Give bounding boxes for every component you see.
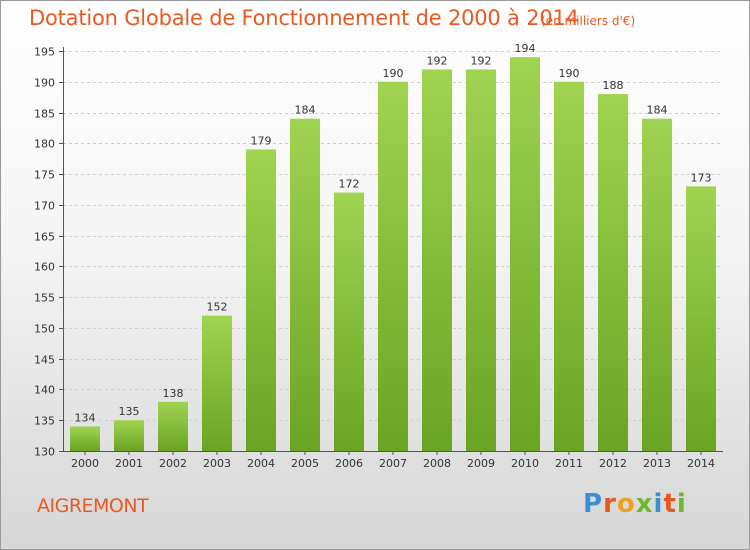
- commune-name: AIGREMONT: [37, 495, 149, 517]
- bar: [554, 81, 584, 452]
- y-tick-label: 130: [34, 446, 55, 459]
- logo-letter: i: [676, 489, 687, 519]
- data-label: 188: [603, 79, 624, 92]
- bar: [70, 426, 100, 451]
- logo-letter: x: [635, 489, 654, 519]
- axes: [59, 47, 723, 455]
- labels: 130 135 140 145 150 155 160 165 170 175 180 185 190 1…: [34, 42, 715, 470]
- x-tick-label: 2002: [159, 457, 187, 470]
- data-label: 184: [647, 104, 668, 117]
- x-tick-label: 2011: [555, 457, 583, 470]
- y-tick-label: 135: [34, 415, 55, 428]
- logo-letter: t: [663, 489, 677, 519]
- bar: [466, 69, 496, 451]
- bar: [246, 149, 276, 451]
- bar: [114, 420, 144, 451]
- logo-letter: P: [583, 489, 604, 519]
- chart-title: Dotation Globale de Fonctionnement de 20…: [29, 6, 579, 30]
- data-label: 173: [691, 171, 712, 184]
- y-tick-label: 160: [34, 261, 55, 274]
- x-tick-label: 2008: [423, 457, 451, 470]
- x-tick-label: 2009: [467, 457, 495, 470]
- x-tick-label: 2000: [71, 457, 99, 470]
- bar: [598, 94, 628, 452]
- data-label: 152: [207, 301, 228, 314]
- bar: [510, 57, 540, 452]
- y-tick-label: 180: [34, 138, 55, 151]
- bar: [378, 81, 408, 452]
- bar: [290, 118, 320, 451]
- x-tick-label: 2014: [687, 457, 715, 470]
- data-label: 184: [295, 104, 316, 117]
- y-tick-label: 140: [34, 384, 55, 397]
- data-label: 194: [515, 42, 536, 55]
- data-label: 190: [559, 67, 580, 80]
- y-tick-label: 150: [34, 323, 55, 336]
- y-tick-label: 175: [34, 169, 55, 182]
- data-label: 179: [251, 134, 272, 147]
- x-tick-label: 2001: [115, 457, 143, 470]
- y-tick-label: 195: [34, 46, 55, 59]
- y-tick-label: 170: [34, 200, 55, 213]
- bar: [642, 118, 672, 451]
- x-tick-label: 2004: [247, 457, 275, 470]
- proxiti-logo[interactable]: Proxiti: [583, 489, 687, 519]
- bar: [686, 186, 716, 451]
- data-label: 135: [119, 405, 140, 418]
- data-label: 190: [383, 67, 404, 80]
- data-label: 192: [471, 54, 492, 67]
- x-tick-label: 2007: [379, 457, 407, 470]
- x-tick-label: 2006: [335, 457, 363, 470]
- y-tick-label: 190: [34, 77, 55, 90]
- logo-letter: r: [603, 489, 617, 519]
- bar: [202, 315, 232, 451]
- x-tick-label: 2012: [599, 457, 627, 470]
- bar: [158, 401, 188, 451]
- data-label: 138: [163, 387, 184, 400]
- x-tick-label: 2010: [511, 457, 539, 470]
- bars: [70, 57, 716, 452]
- data-label: 192: [427, 54, 448, 67]
- bar: [334, 192, 364, 452]
- x-tick-label: 2013: [643, 457, 671, 470]
- bar: [422, 69, 452, 451]
- chart-unit: (en milliers d'€): [541, 14, 636, 28]
- y-tick-label: 155: [34, 292, 55, 305]
- data-label: 172: [339, 178, 360, 191]
- y-tick-label: 165: [34, 231, 55, 244]
- x-tick-label: 2005: [291, 457, 319, 470]
- y-tick-label: 185: [34, 108, 55, 121]
- logo-letter: i: [653, 489, 664, 519]
- x-tick-label: 2003: [203, 457, 231, 470]
- data-label: 134: [75, 411, 96, 424]
- logo-letter: o: [616, 489, 636, 519]
- y-tick-label: 145: [34, 354, 55, 367]
